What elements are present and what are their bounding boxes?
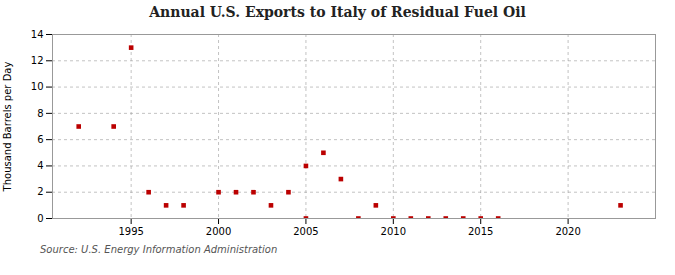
svg-text:4: 4 [37,160,43,171]
html-text:Annual U.S. Exports to Italy o: Annual U.S. Exports to Italy of Residual… [149,4,526,20]
svg-text:2: 2 [37,186,43,197]
svg-text:1995: 1995 [118,226,143,237]
svg-text:6: 6 [37,134,43,145]
svg-text:2020: 2020 [555,226,580,237]
svg-text:0: 0 [37,213,43,224]
svg-text:8: 8 [37,108,43,119]
svg-text:2005: 2005 [293,226,318,237]
svg-text:2000: 2000 [206,226,231,237]
html-text:Source: U.S. Energy Informatio: Source: U.S. Energy Information Administ… [40,244,278,255]
svg-text:2010: 2010 [381,226,406,237]
svg-text:14: 14 [31,29,44,40]
svg-text:2015: 2015 [468,226,493,237]
svg-text:12: 12 [31,55,44,66]
svg-text:Thousand Barrels per Day: Thousand Barrels per Day [2,62,13,193]
svg-text:10: 10 [31,81,44,92]
